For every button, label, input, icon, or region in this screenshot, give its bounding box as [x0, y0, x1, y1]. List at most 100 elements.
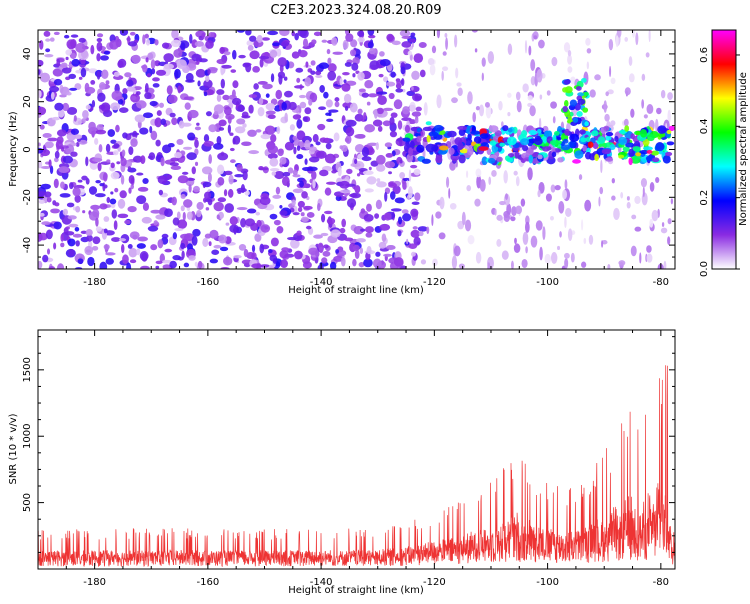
- spectrogram-cell: [496, 156, 503, 163]
- spectrogram-cell: [53, 242, 57, 250]
- spectrogram-cell: [326, 48, 331, 55]
- spectrogram-cell: [292, 135, 297, 141]
- spectrogram-cell: [631, 214, 637, 220]
- spectrogram-cell: [170, 39, 182, 48]
- spectrogram-cell: [94, 193, 106, 198]
- spectrogram-cell: [295, 67, 304, 73]
- spectrogram-cell: [384, 191, 388, 202]
- spectrogram-cell: [343, 93, 352, 104]
- spectrogram-cell: [386, 33, 394, 42]
- spectrogram-cell: [333, 132, 340, 142]
- spectrogram-cell: [213, 201, 224, 212]
- spectrogram-cell: [144, 33, 149, 39]
- spectrogram-cell: [447, 130, 457, 138]
- spectrogram-cell: [384, 142, 393, 148]
- spectrogram-cell: [363, 112, 367, 120]
- spectrogram-cell: [601, 148, 612, 155]
- spectrogram-cell: [151, 68, 156, 75]
- spectrogram-cell: [49, 37, 55, 42]
- spectrogram-cell: [435, 211, 442, 219]
- spectrogram-cell: [296, 118, 303, 129]
- spectrogram-cell: [131, 54, 141, 64]
- spectrogram-cell: [131, 95, 137, 101]
- spectrogram-cell: [626, 196, 630, 201]
- spectrogram-cell: [564, 216, 567, 228]
- spectrogram-cell: [56, 58, 61, 68]
- spectrogram-cell: [227, 124, 231, 134]
- spectrogram-cell: [98, 82, 106, 90]
- spectrogram-cell: [611, 178, 615, 184]
- spectrogram-cell: [136, 172, 144, 176]
- spectrogram-cell: [120, 175, 125, 185]
- spectrogram-cell: [538, 39, 545, 49]
- spectrogram-cell: [352, 73, 356, 78]
- spectrogram-cell: [552, 134, 557, 142]
- spectrogram-cell: [549, 139, 558, 146]
- spectrogram-cell: [103, 184, 108, 189]
- spectrogram-cell: [514, 151, 520, 159]
- spectrogram-cell: [99, 203, 108, 210]
- spectrogram-cell: [438, 145, 449, 151]
- spectrogram-cell: [216, 136, 222, 145]
- spectrogram-cell: [535, 220, 543, 231]
- spectrogram-cell: [46, 248, 51, 255]
- spectrogram-cell: [187, 109, 199, 119]
- spectrogram-cell: [630, 245, 637, 257]
- spectrogram-cell: [106, 159, 111, 163]
- spectrogram-cell: [520, 138, 530, 146]
- spectrogram-cell: [414, 192, 421, 201]
- spectrogram-cell: [611, 195, 616, 201]
- spectrogram-cell: [241, 141, 252, 147]
- spectrogram-cell: [550, 251, 558, 264]
- spectrogram-cell: [56, 129, 67, 137]
- spectrogram-cell: [360, 228, 366, 232]
- spectrogram-cell: [489, 140, 497, 146]
- spectrogram-cell: [597, 136, 606, 144]
- spectrogram-cell: [276, 126, 281, 134]
- spectrogram-cell: [388, 182, 398, 188]
- spectrogram-cell: [216, 94, 222, 102]
- spectrogram-cell: [401, 41, 412, 48]
- spectrogram-cell: [375, 142, 379, 150]
- spectrogram-cell: [478, 146, 489, 151]
- spectrogram-cell: [296, 145, 301, 151]
- spectrogram-cell: [646, 104, 654, 115]
- spectrogram-cell: [302, 38, 309, 48]
- spectrogram-cell: [507, 153, 515, 158]
- spectrogram-cell: [345, 135, 352, 144]
- spectrogram-cell: [292, 169, 298, 176]
- x-tick-label: -140: [310, 577, 333, 588]
- spectrogram-cell: [232, 135, 241, 145]
- spectrogram-cell: [378, 241, 387, 249]
- spectrogram-cell: [173, 48, 183, 58]
- spectrogram-cell: [91, 100, 96, 108]
- spectrogram-cell: [624, 87, 631, 96]
- y-tick-label: -20: [22, 189, 33, 205]
- spectrogram-cell: [122, 254, 129, 264]
- spectrogram-cell: [136, 91, 141, 96]
- spectrogram-cell: [666, 141, 675, 146]
- spectrogram-cell: [354, 185, 360, 192]
- spectrogram-cell: [144, 92, 152, 100]
- spectrogram-cell: [630, 108, 635, 118]
- spectrogram-cell: [487, 157, 496, 164]
- spectrogram-cell: [433, 124, 444, 132]
- spectrogram-cell: [97, 92, 106, 102]
- spectrogram-cell: [201, 32, 206, 38]
- spectrogram-cell: [594, 74, 601, 81]
- spectrogram-cell: [107, 129, 116, 137]
- spectrogram-cell: [353, 226, 364, 235]
- spectrogram-cell: [479, 104, 485, 117]
- spectrogram-cell: [88, 121, 96, 132]
- spectrogram-cell: [137, 236, 148, 242]
- spectrogram-cell: [176, 59, 187, 70]
- spectrogram-cell: [127, 206, 137, 213]
- spectrogram-cell: [467, 91, 473, 105]
- spectrogram-cell: [352, 258, 357, 267]
- spectrogram-cell: [116, 161, 121, 165]
- spectrogram-cell: [665, 151, 673, 157]
- spectrogram-cell: [126, 79, 134, 87]
- spectrogram-cell: [90, 80, 96, 85]
- spectrogram-cell: [80, 230, 88, 235]
- spectrogram-cell: [361, 156, 372, 162]
